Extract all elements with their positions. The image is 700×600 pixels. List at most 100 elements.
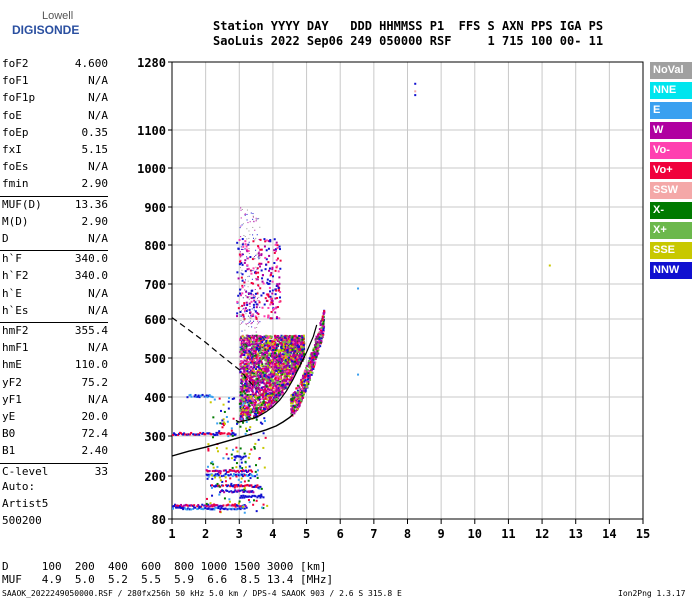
- echo-pixel: [188, 508, 191, 511]
- echo-pixel: [243, 261, 246, 264]
- echo-pixel: [292, 339, 295, 342]
- echo-pixel: [259, 306, 261, 308]
- echo-pixel: [281, 353, 284, 356]
- echo-pixel: [224, 472, 227, 475]
- auto-label: Auto:: [2, 480, 36, 493]
- echo-pixel: [274, 373, 277, 376]
- x-tick-label: 11: [501, 527, 515, 541]
- echo-pixel: [241, 475, 244, 478]
- echo-pixel: [313, 344, 316, 347]
- echo-pixel: [302, 385, 305, 388]
- echo-pixel: [272, 379, 275, 382]
- param-value: 0.35: [81, 125, 109, 139]
- echo-pixel: [176, 506, 179, 509]
- legend-item: NNE: [650, 82, 692, 99]
- echo-pixel: [257, 403, 260, 406]
- echo-pixel: [248, 384, 250, 386]
- echo-pixel: [269, 298, 272, 301]
- echo-pixel: [249, 234, 251, 236]
- param-value: 13.36: [74, 197, 108, 211]
- isolated-echo: [357, 287, 360, 290]
- echo-pixel: [217, 484, 220, 487]
- echo-pixel: [250, 361, 253, 364]
- echo-pixel: [206, 477, 209, 480]
- echo-pixel: [251, 385, 254, 388]
- echo-pixel: [245, 290, 248, 293]
- echo-pixel: [268, 406, 271, 409]
- echo-pixel: [286, 342, 289, 345]
- echo-pixel: [267, 316, 270, 319]
- echo-pixel: [246, 388, 249, 391]
- echo-pixel: [291, 411, 294, 414]
- echo-pixel: [228, 498, 231, 501]
- echo-pixel: [255, 485, 258, 488]
- echo-pixel: [267, 345, 270, 348]
- param-value: 20.0: [81, 410, 109, 423]
- echo-pixel: [291, 402, 294, 405]
- echo-pixel: [259, 287, 262, 290]
- echo-pixel: [288, 352, 291, 355]
- echo-pixel: [243, 400, 246, 403]
- echo-pixel: [216, 469, 219, 472]
- echo-pixel: [242, 417, 245, 420]
- echo-pixel: [244, 385, 247, 388]
- echo-pixel: [277, 384, 280, 387]
- echo-pixel: [244, 466, 247, 469]
- echo-pixel: [245, 245, 248, 248]
- echo-pixel: [275, 399, 278, 402]
- echo-pixel: [243, 452, 246, 455]
- echo-pixel: [238, 500, 241, 503]
- echo-pixel: [269, 371, 272, 374]
- echo-pixel: [273, 355, 276, 358]
- echo-pixel: [232, 491, 235, 494]
- echo-pixel: [284, 375, 287, 378]
- echo-pixel: [294, 356, 297, 359]
- echo-pixel: [255, 365, 258, 368]
- echo-pixel: [313, 348, 316, 351]
- echo-pixel: [213, 474, 216, 477]
- echo-pixel: [214, 473, 217, 476]
- echo-pixel: [284, 336, 287, 339]
- echo-pixel: [290, 367, 293, 370]
- echo-pixel: [250, 293, 253, 296]
- echo-pixel: [271, 375, 274, 378]
- echo-pixel: [287, 364, 290, 367]
- echo-pixel: [246, 490, 249, 493]
- echo-pixel: [276, 378, 279, 381]
- echo-pixel: [264, 367, 267, 370]
- echo-pixel: [214, 506, 217, 509]
- echo-pixel: [271, 362, 274, 365]
- echo-pixel: [250, 352, 253, 355]
- echo-pixel: [201, 393, 204, 396]
- echo-pixel: [252, 503, 255, 506]
- param-value: 72.4: [81, 427, 109, 441]
- echo-pixel: [246, 416, 249, 419]
- echo-pixel: [210, 474, 213, 477]
- echo-pixel: [266, 299, 269, 302]
- echo-pixel: [249, 292, 252, 295]
- echo-pixel: [311, 357, 314, 360]
- echo-pixel: [304, 389, 307, 392]
- echo-pixel: [320, 339, 323, 342]
- echo-pixel: [228, 500, 231, 503]
- echo-pixel: [289, 376, 292, 379]
- echo-pixel: [237, 307, 240, 310]
- echo-pixel: [287, 375, 290, 378]
- echo-pixel: [289, 344, 292, 347]
- echo-pixel: [292, 404, 295, 407]
- echo-pixel: [178, 506, 181, 509]
- echo-pixel: [286, 374, 289, 377]
- echo-pixel: [301, 340, 304, 343]
- echo-pixel: [283, 361, 286, 364]
- param-label: h`Es: [2, 303, 29, 317]
- echo-pixel: [287, 383, 290, 386]
- echo-pixel: [236, 507, 239, 510]
- echo-pixel: [285, 361, 288, 364]
- echo-pixel: [239, 447, 242, 450]
- echo-pixel: [267, 315, 270, 318]
- echo-pixel: [252, 267, 255, 270]
- echo-pixel: [182, 505, 185, 508]
- echo-pixel: [245, 345, 248, 348]
- echo-pixel: [280, 350, 283, 353]
- echo-pixel: [280, 337, 283, 340]
